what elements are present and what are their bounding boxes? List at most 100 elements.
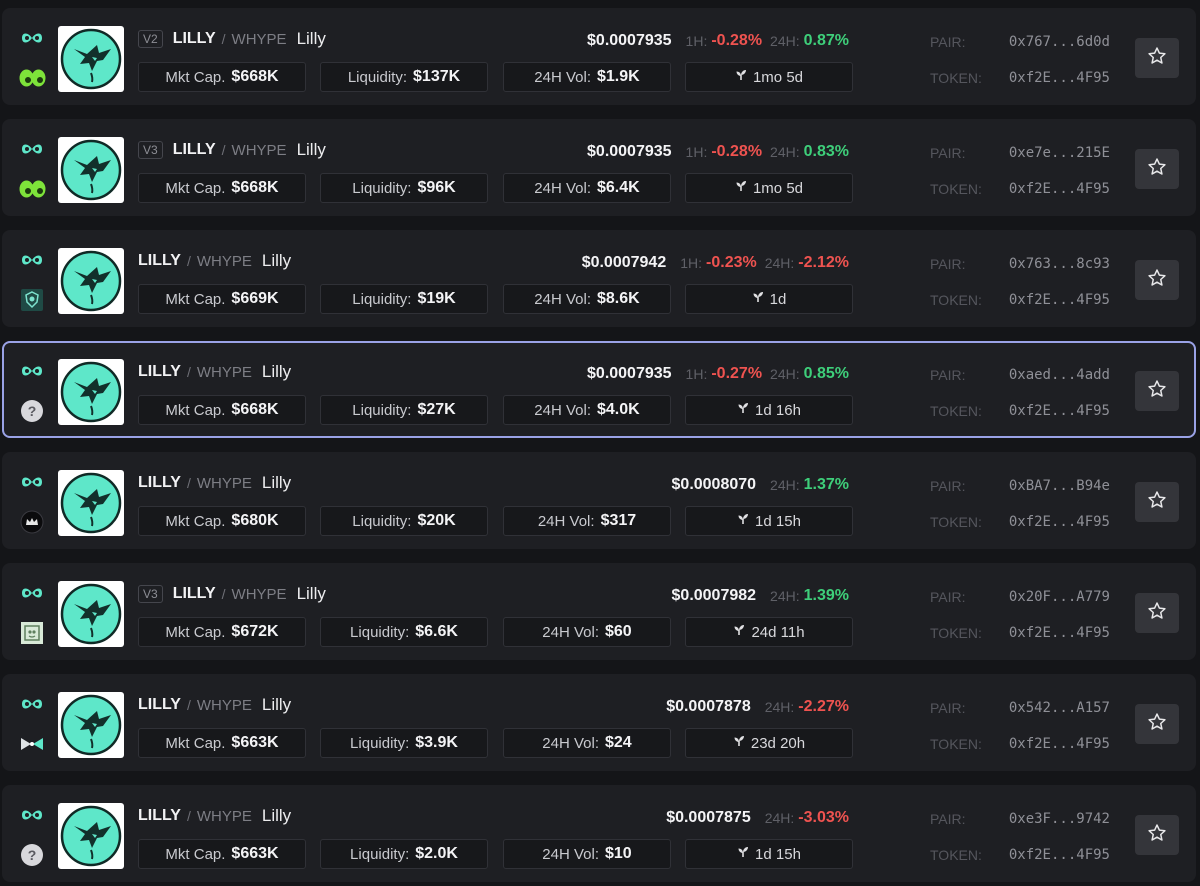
change-1h-label: 1H: <box>680 255 703 271</box>
pair-address[interactable]: 0xe3F...9742 <box>1008 811 1110 827</box>
token-label: TOKEN: <box>930 403 982 419</box>
token-address[interactable]: 0xf2E...4F95 <box>1008 403 1110 419</box>
market-cap-value: $672K <box>231 623 279 640</box>
token-address-line[interactable]: TOKEN: 0xf2E...4F95 <box>904 623 1110 643</box>
favorite-button[interactable] <box>1135 593 1179 633</box>
pair-address-line[interactable]: PAIR: 0x767...6d0d <box>904 32 1110 52</box>
favorite-button[interactable] <box>1135 38 1179 78</box>
token-address-line[interactable]: TOKEN: 0xf2E...4F95 <box>904 68 1110 88</box>
pair-title[interactable]: LILLY / WHYPE Lilly <box>138 250 291 272</box>
token-address-line[interactable]: TOKEN: 0xf2E...4F95 <box>904 734 1110 754</box>
pair-title[interactable]: V3 LILLY / WHYPE Lilly <box>138 583 326 605</box>
price-line: $0.0007982 24H: 1.39% <box>672 585 849 607</box>
token-address-line[interactable]: TOKEN: 0xf2E...4F95 <box>904 401 1110 421</box>
quote-symbol: WHYPE <box>231 585 287 603</box>
market-cap-label: Mkt Cap. <box>165 290 226 308</box>
star-icon <box>1147 46 1167 71</box>
favorite-button[interactable] <box>1135 149 1179 189</box>
change-24h: -2.27% <box>798 698 849 715</box>
token-label: TOKEN: <box>930 292 982 308</box>
token-address[interactable]: 0xf2E...4F95 <box>1008 181 1110 197</box>
liquidity-box: Liquidity: $2.0K <box>320 839 488 869</box>
change-24h-label: 24H: <box>764 255 795 271</box>
liquidity-box: Liquidity: $3.9K <box>320 728 488 758</box>
pair-address[interactable]: 0x767...6d0d <box>1008 34 1110 50</box>
pair-age: 1mo 5d <box>752 179 804 197</box>
pair-title[interactable]: LILLY / WHYPE Lilly <box>138 805 291 827</box>
token-logo <box>58 803 124 869</box>
favorite-button[interactable] <box>1135 482 1179 522</box>
token-address-line[interactable]: TOKEN: 0xf2E...4F95 <box>904 512 1110 532</box>
favorite-button[interactable] <box>1135 815 1179 855</box>
market-cap-box: Mkt Cap. $663K <box>138 728 306 758</box>
change-1h-label: 1H: <box>685 144 708 160</box>
liquidity-value: $19K <box>417 290 456 307</box>
liquidity-label: Liquidity: <box>352 401 412 419</box>
pair-address[interactable]: 0xe7e...215E <box>1008 145 1110 161</box>
market-cap-label: Mkt Cap. <box>165 623 226 641</box>
change-24h: 0.85% <box>803 365 849 382</box>
token-address[interactable]: 0xf2E...4F95 <box>1008 514 1110 530</box>
star-icon <box>1147 601 1167 626</box>
market-cap-box: Mkt Cap. $672K <box>138 617 306 647</box>
liquidity-label: Liquidity: <box>352 179 412 197</box>
pair-address[interactable]: 0x20F...A779 <box>1008 589 1110 605</box>
change-24h-label: 24H: <box>764 810 795 826</box>
favorite-button[interactable] <box>1135 371 1179 411</box>
quote-symbol: WHYPE <box>196 696 252 714</box>
pair-address-line[interactable]: PAIR: 0x20F...A779 <box>904 587 1110 607</box>
pair-title[interactable]: LILLY / WHYPE Lilly <box>138 694 291 716</box>
token-address[interactable]: 0xf2E...4F95 <box>1008 70 1110 86</box>
token-address[interactable]: 0xf2E...4F95 <box>1008 847 1110 863</box>
pair-label: PAIR: <box>930 145 966 161</box>
change-24h-label: 24H: <box>770 366 800 382</box>
pair-address[interactable]: 0x542...A157 <box>1008 700 1110 716</box>
base-symbol: LILLY <box>138 252 181 269</box>
token-address[interactable]: 0xf2E...4F95 <box>1008 292 1110 308</box>
token-address[interactable]: 0xf2E...4F95 <box>1008 625 1110 641</box>
pair-row[interactable]: ? LILLY / WHYPE Lilly $0.0007875 24H: -3… <box>2 785 1196 882</box>
token-address-line[interactable]: TOKEN: 0xf2E...4F95 <box>904 179 1110 199</box>
sprout-icon <box>737 845 749 863</box>
token-logo <box>58 359 124 425</box>
market-cap-value: $668K <box>231 68 279 85</box>
pair-address-line[interactable]: PAIR: 0x763...8c93 <box>904 254 1110 274</box>
pair-address-line[interactable]: PAIR: 0xaed...4add <box>904 365 1110 385</box>
pair-address[interactable]: 0x763...8c93 <box>1008 256 1110 272</box>
pair-row[interactable]: ? LILLY / WHYPE Lilly $0.0007935 1H: -0.2… <box>2 341 1196 438</box>
change-1h: -0.28% <box>711 143 763 160</box>
hyperliquid-chain-icon <box>18 139 46 159</box>
market-cap-box: Mkt Cap. $668K <box>138 62 306 92</box>
volume-value: $60 <box>605 623 632 640</box>
pair-address-line[interactable]: PAIR: 0xe3F...9742 <box>904 809 1110 829</box>
market-cap-box: Mkt Cap. $669K <box>138 284 306 314</box>
token-address-line[interactable]: TOKEN: 0xf2E...4F95 <box>904 845 1110 865</box>
token-name: Lilly <box>261 806 292 825</box>
price-line: $0.0007878 24H: -2.27% <box>666 696 849 718</box>
market-cap-value: $668K <box>231 401 279 418</box>
pair-row[interactable]: V3 LILLY / WHYPE Lilly $0.0007935 1H: -0.… <box>2 119 1196 216</box>
change-1h: -0.23% <box>706 254 757 271</box>
pair-address-line[interactable]: PAIR: 0xe7e...215E <box>904 143 1110 163</box>
market-cap-label: Mkt Cap. <box>165 512 226 530</box>
pair-address[interactable]: 0xaed...4add <box>1008 367 1110 383</box>
price: $0.0007982 <box>671 587 757 604</box>
pair-row[interactable]: LILLY / WHYPE Lilly $0.0007878 24H: -2.2… <box>2 674 1196 771</box>
pair-title[interactable]: V2 LILLY / WHYPE Lilly <box>138 28 326 50</box>
pair-row[interactable]: V3 LILLY / WHYPE Lilly $0.0007982 24H: 1… <box>2 563 1196 660</box>
pair-address[interactable]: 0xBA7...B94e <box>1008 478 1110 494</box>
token-address[interactable]: 0xf2E...4F95 <box>1008 736 1110 752</box>
pair-address-line[interactable]: PAIR: 0xBA7...B94e <box>904 476 1110 496</box>
liquidity-value: $27K <box>417 401 456 418</box>
pair-row[interactable]: LILLY / WHYPE Lilly $0.0007942 1H: -0.23%… <box>2 230 1196 327</box>
favorite-button[interactable] <box>1135 704 1179 744</box>
token-address-line[interactable]: TOKEN: 0xf2E...4F95 <box>904 290 1110 310</box>
pair-title[interactable]: V3 LILLY / WHYPE Lilly <box>138 139 326 161</box>
pair-title[interactable]: LILLY / WHYPE Lilly <box>138 361 291 383</box>
pair-title[interactable]: LILLY / WHYPE Lilly <box>138 472 291 494</box>
pair-address-line[interactable]: PAIR: 0x542...A157 <box>904 698 1110 718</box>
pair-row[interactable]: LILLY / WHYPE Lilly $0.0008070 24H: 1.37… <box>2 452 1196 549</box>
pair-separator: / <box>186 808 191 824</box>
pair-row[interactable]: V2 LILLY / WHYPE Lilly $0.0007935 1H: -0.… <box>2 8 1196 105</box>
favorite-button[interactable] <box>1135 260 1179 300</box>
